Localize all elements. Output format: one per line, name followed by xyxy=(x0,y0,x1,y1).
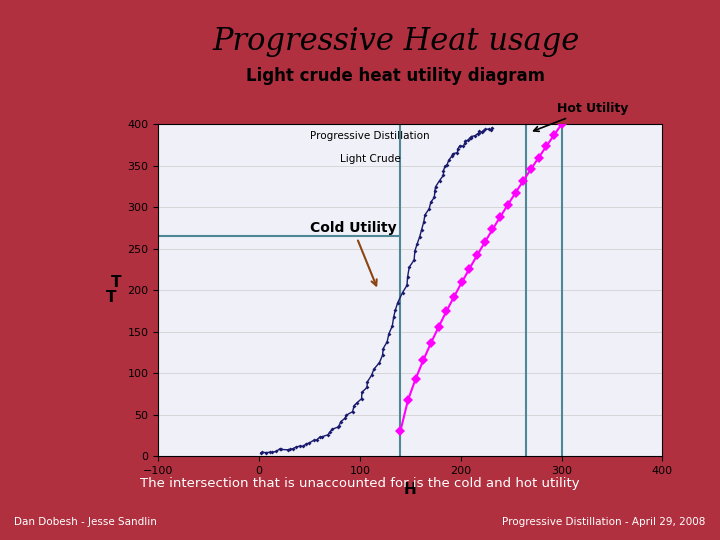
Text: The intersection that is unaccounted for is the cold and hot utility: The intersection that is unaccounted for… xyxy=(140,477,580,490)
Text: T: T xyxy=(107,289,117,305)
Y-axis label: T: T xyxy=(111,275,122,291)
Text: Light crude heat utility diagram: Light crude heat utility diagram xyxy=(246,68,546,85)
Text: Light Crude: Light Crude xyxy=(340,154,400,164)
X-axis label: H: H xyxy=(404,482,417,497)
Text: Progressive Distillation - April 29, 2008: Progressive Distillation - April 29, 200… xyxy=(503,517,706,528)
Text: Progressive Distillation: Progressive Distillation xyxy=(310,131,430,141)
Text: Dan Dobesh - Jesse Sandlin: Dan Dobesh - Jesse Sandlin xyxy=(14,517,157,528)
Text: Hot Utility: Hot Utility xyxy=(534,102,628,131)
Text: Cold Utility: Cold Utility xyxy=(310,221,396,286)
Text: Progressive Heat usage: Progressive Heat usage xyxy=(212,26,580,57)
